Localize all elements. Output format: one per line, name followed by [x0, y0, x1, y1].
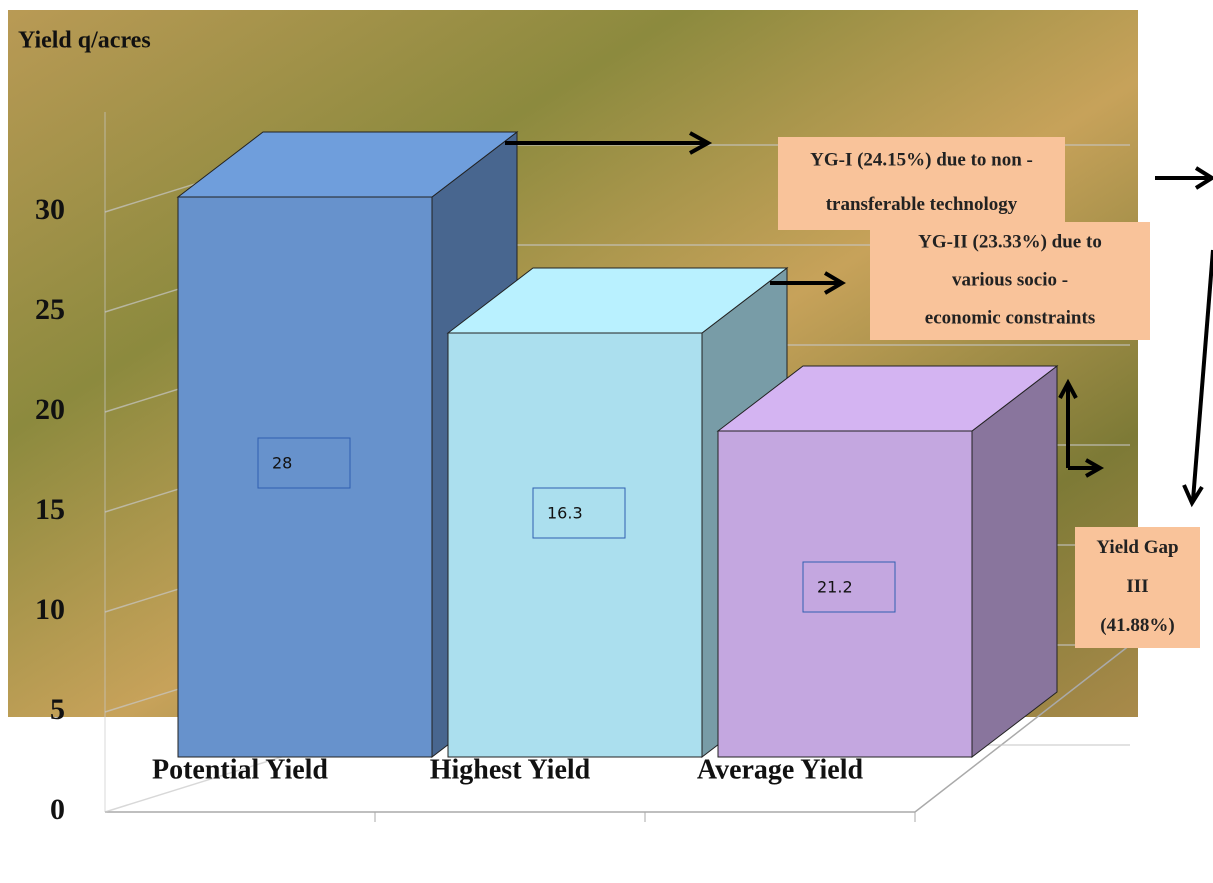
label-box-text: 28 — [272, 454, 292, 473]
annotation-text: YG-I (24.15%) due to non - — [810, 150, 1033, 171]
annotation-text: YG-II (23.33%) due to — [918, 231, 1102, 252]
bar — [178, 197, 432, 757]
page: {"chart_data": {"type": "bar", "y_axis_l… — [0, 0, 1213, 883]
y-tick-label: 10 — [35, 593, 65, 626]
annotation-text: transferable technology — [826, 194, 1018, 215]
chart: Yield q/acres 0 5 10 15 20 25 30 Potential Yiel… — [0, 0, 1213, 883]
bar — [448, 333, 702, 757]
x-tick-label: Potential Yield — [152, 754, 328, 785]
x-tick-label: Highest Yield — [430, 754, 591, 785]
bar-side — [972, 366, 1057, 757]
x-tick-label: Average Yield — [697, 754, 864, 785]
annotation-text: Yield Gap — [1096, 537, 1178, 558]
annotation-text: III — [1126, 576, 1148, 597]
annotation-text: various socio - — [952, 269, 1068, 290]
y-tick-label: 25 — [35, 293, 65, 326]
label-box-text: 21.2 — [817, 578, 853, 597]
annotation-text: (41.88%) — [1100, 615, 1174, 636]
label-box-text: 16.3 — [547, 504, 583, 523]
y-tick-label: 5 — [50, 693, 65, 726]
y-tick-label: 15 — [35, 493, 65, 526]
y-tick-label: 30 — [35, 193, 65, 226]
y-axis-title: Yield q/acres — [18, 28, 151, 54]
y-tick-label: 20 — [35, 393, 65, 426]
y-tick-label: 0 — [50, 793, 65, 826]
annotation-text: economic constraints — [925, 307, 1095, 328]
